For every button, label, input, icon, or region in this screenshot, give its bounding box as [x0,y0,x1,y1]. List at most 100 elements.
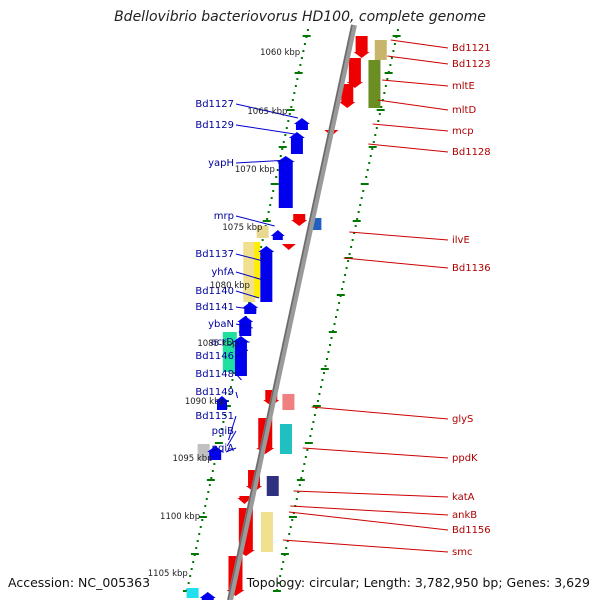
label-yhfa: yhfA [211,267,234,278]
right-tick [306,449,309,451]
right-tick [295,498,298,500]
right-tick [338,302,341,304]
left-tick [207,491,210,493]
left-tick [302,50,305,52]
right-tick [315,407,318,409]
gene-mrp [256,226,269,238]
leader-left [235,124,295,135]
right-tick [310,428,313,430]
right-tick [277,582,280,584]
kbp-label: 1095 kbp [173,454,213,464]
gene-yhfa [254,242,261,298]
gene-bd1136 [281,244,296,250]
right-tick [330,337,333,339]
label-ankb: ankB [452,510,477,521]
left-tick [205,498,208,500]
left-tick [282,141,285,143]
right-tick [393,43,396,45]
left-tick [272,190,275,192]
left-tick [210,477,213,479]
leader-right [372,123,449,132]
left-tick [276,169,279,171]
leader-left [226,430,237,447]
right-tick [312,421,315,423]
label-bd1121: Bd1121 [452,43,491,54]
gene-mltd [368,60,381,108]
leader-right [288,511,449,531]
kbp-label: 1080 kbp [210,281,250,291]
left-tick [220,428,223,430]
right-tick [366,169,369,171]
right-tick [286,540,289,542]
label-bd1146: Bd1146 [195,351,234,362]
right-tick [318,393,321,395]
gene-bd1127 [293,118,310,130]
right-tick [344,274,347,276]
right-tick [369,155,372,157]
right-tick [353,232,356,234]
left-tick [270,197,273,199]
label-pqib: pqiB [212,426,234,437]
label-mltd: mltD [452,105,476,116]
left-tick [287,120,290,122]
left-tick [291,99,294,101]
left-tick [306,29,309,31]
topology-label: Topology: circular; Length: 3,782,950 bp… [246,575,590,590]
gene-features [186,36,387,600]
right-tick [280,568,283,570]
right-tick [327,351,330,353]
position-labels: 1060 kbp 1065 kbp 1070 kbp 1075 kbp 1080 kbp… [148,48,300,579]
right-tick [298,484,301,486]
gene-bd1129 [288,132,305,154]
left-tick [204,505,207,507]
right-tick [357,211,360,213]
left-tick [222,421,225,423]
left-tick [290,106,293,108]
right-tick [375,127,378,129]
gene-kata-b [266,476,279,496]
left-tick [213,463,216,465]
leader-left [235,391,239,399]
leader-right [349,231,449,241]
right-tick [324,365,327,367]
right-tick [396,29,399,31]
right-tick [392,50,395,52]
gene-ilve-b [311,218,322,230]
left-tick [187,582,190,584]
right-tick [325,358,328,360]
left-tick [269,204,272,206]
left-tick [223,414,226,416]
kbp-label: 1105 kbp [148,569,188,579]
right-tick [333,323,336,325]
left-tick [211,470,214,472]
label-mrp: mrp [214,211,234,222]
left-tick [288,113,291,115]
backbone-shadow [227,24,353,600]
right-tick [377,120,380,122]
left-tick [279,155,282,157]
gene-bd1123 [374,40,387,60]
leader-left [235,215,275,227]
gene-next-a [186,588,199,598]
label-bd1156: Bd1156 [452,525,491,536]
left-tick [266,218,269,220]
right-tick [381,99,384,101]
right-tick [301,470,304,472]
right-tick [316,400,319,402]
right-tick [365,176,368,178]
label-kata: katA [452,492,475,503]
right-tick [304,456,307,458]
left-tick [285,127,288,129]
gene-glys-b [282,394,295,410]
left-tick [303,43,306,45]
left-tick [190,568,193,570]
right-tick [378,113,381,115]
right-tick [289,526,292,528]
right-tick [348,253,351,255]
right-tick [279,575,282,577]
gene-bd1149 [214,396,229,410]
gene-mcp [339,84,356,108]
left-tick [299,64,302,66]
map-title: Bdellovibrio bacteriovorus HD100, comple… [114,9,486,25]
